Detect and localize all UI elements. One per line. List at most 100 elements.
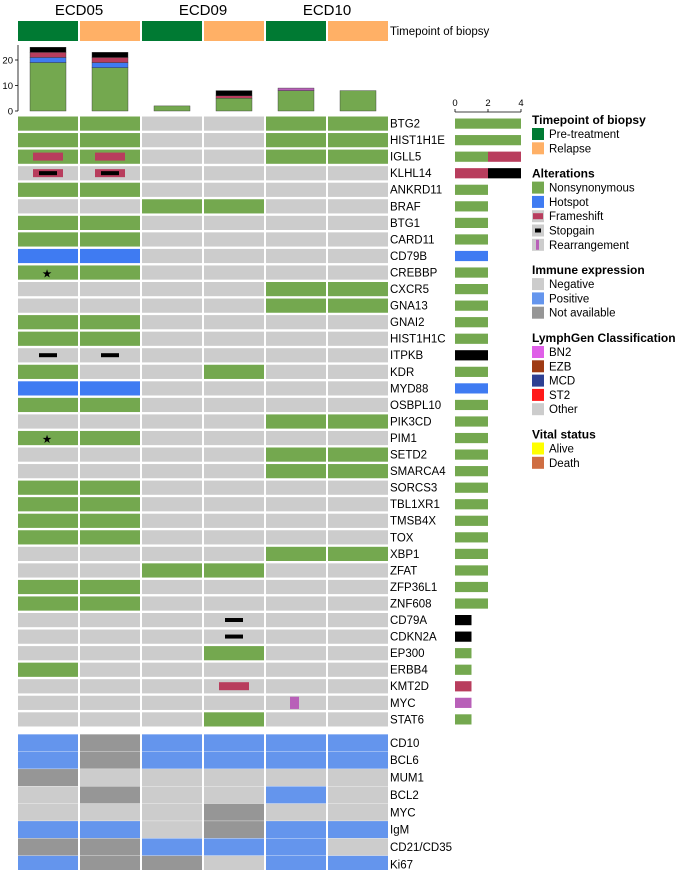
gene-cell (266, 166, 326, 181)
gene-cell (18, 629, 78, 644)
frameshift-mark (33, 152, 63, 161)
gene-cell (328, 563, 388, 578)
gene-cell (266, 546, 326, 561)
gene-cell (266, 662, 326, 677)
gene-cell (328, 596, 388, 611)
gene-cell (328, 646, 388, 661)
stopgain-mark (39, 171, 57, 176)
stopgain-mark (101, 171, 119, 176)
gene-label: GNA13 (390, 301, 428, 313)
gene-cell (18, 282, 78, 297)
gene-cell (18, 695, 78, 710)
gene-cell (142, 712, 202, 727)
gene-cell (80, 629, 140, 644)
gene-cell (328, 282, 388, 297)
gene-label: KMT2D (390, 681, 429, 693)
annotation-cell (80, 838, 140, 856)
annotation-cell (266, 769, 326, 787)
gene-cell (18, 464, 78, 479)
stack-segment-nonsynonymous (339, 90, 377, 112)
gene-cell (266, 513, 326, 528)
annotation-cell (142, 769, 202, 787)
gene-cell (266, 265, 326, 280)
gene-cell (142, 182, 202, 197)
gene-cell (266, 430, 326, 446)
stack-segment-nonsynonymous (29, 62, 67, 112)
stack-segment-frameshift (215, 95, 253, 99)
gene-cell (204, 149, 264, 164)
gene-cell (80, 397, 140, 413)
gene-cell (328, 546, 388, 561)
annotation-cell (266, 838, 326, 856)
gene-cell (204, 414, 264, 429)
gene-cell (266, 232, 326, 247)
side-bar-segment-nonsynonymous (455, 565, 488, 576)
gene-cell (80, 613, 140, 628)
gene-cell (328, 331, 388, 346)
gene-cell (18, 613, 78, 628)
side-bar-segment-nonsynonymous (455, 648, 472, 659)
annotation-cell (204, 769, 264, 787)
immune-expression-grid: CD10BCL6MUM1BCL2MYCIgMCD21/CD35Ki67Lymph… (18, 734, 452, 870)
side-bar-segment-nonsynonymous (455, 714, 472, 725)
annotation-cell (142, 786, 202, 804)
side-bar-segment-nonsynonymous (455, 118, 521, 129)
annotation-label: BCL2 (390, 790, 419, 802)
gene-cell (18, 381, 78, 396)
gene-cell (266, 629, 326, 644)
gene-cell (328, 712, 388, 727)
gene-cell (204, 513, 264, 528)
gene-cell (328, 414, 388, 429)
gene-cell (18, 116, 78, 131)
gene-label: HIST1H1C (390, 334, 446, 346)
side-bar-segment-nonsynonymous (455, 151, 488, 162)
gene-cell (142, 679, 202, 694)
legend-item-label: Relapse (549, 143, 591, 155)
gene-label: ZFAT (390, 565, 417, 577)
side-bar-segment-nonsynonymous (455, 466, 488, 477)
gene-cell (80, 315, 140, 330)
legend-item-label: BN2 (549, 347, 571, 359)
annotation-cell (142, 855, 202, 870)
gene-cell (18, 331, 78, 346)
gene-label: TOX (390, 532, 414, 544)
gene-cell (142, 232, 202, 247)
gene-cell (204, 265, 264, 280)
legend-swatch (532, 442, 544, 455)
legend-swatch-mark (533, 213, 543, 220)
annotation-cell (328, 751, 388, 769)
gene-cell (80, 116, 140, 131)
gene-cell (204, 133, 264, 148)
gene-cell (204, 695, 264, 710)
gene-label: GNAI2 (390, 317, 425, 329)
legend-item-label: ST2 (549, 390, 570, 402)
gene-cell (18, 430, 78, 446)
stopgain-mark (101, 353, 119, 358)
patient-headers: ECD05 ECD09 ECD10 (55, 2, 351, 19)
gene-cell (266, 215, 326, 230)
side-bar-segment-nonsynonymous (455, 482, 488, 493)
gene-cell (204, 166, 264, 181)
gene-cell (266, 298, 326, 313)
side-bar-segment-nonsynonymous (455, 399, 488, 411)
legend-swatch (532, 346, 544, 358)
gene-cell (328, 265, 388, 280)
gene-cell (80, 248, 140, 264)
gene-cell (204, 712, 264, 727)
stack-segment-nonsynonymous (215, 98, 253, 112)
gene-cell (80, 579, 140, 595)
gene-cell (328, 116, 388, 131)
gene-cell (328, 315, 388, 330)
gene-cell (266, 397, 326, 413)
gene-cell (204, 232, 264, 247)
timepoint-label: Timepoint of biopsy (390, 26, 490, 38)
gene-cell (142, 430, 202, 446)
side-bar-segment-nonsynonymous (455, 217, 488, 228)
annotation-cell (204, 734, 264, 752)
side-bar-segment-nonsynonymous (455, 515, 488, 526)
gene-cell (204, 480, 264, 495)
side-bar-segment-hotspot (455, 250, 488, 262)
annotation-cell (142, 821, 202, 839)
gene-cell (18, 232, 78, 247)
